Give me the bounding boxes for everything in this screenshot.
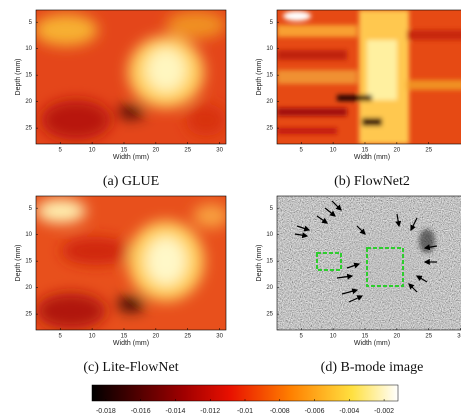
panel: 5 10 15 20 25 30 5 10 15 20 25 Width (mm) Depth (mm)… [15, 10, 226, 189]
y-tick-label: 25 [25, 312, 32, 318]
colorbar [92, 385, 398, 401]
y-tick-label: 15 [266, 259, 273, 265]
x-tick-label: 25 [184, 148, 191, 154]
colorbar-tick-label: -0.002 [374, 408, 394, 415]
colorbar-tick-label: -0.006 [305, 408, 325, 415]
y-tick-label: 20 [266, 99, 273, 105]
x-tick-label: 5 [300, 148, 304, 154]
panel: 5 10 15 20 25 30 5 10 15 20 25 Width (mm) Depth (mm)… [15, 196, 229, 375]
y-tick-label: 10 [266, 232, 273, 238]
y-tick-label: 10 [25, 46, 32, 52]
x-tick-label: 20 [153, 148, 160, 154]
colorbar-tick-label: -0.012 [200, 408, 220, 415]
x-tick-label: 10 [330, 334, 337, 340]
y-tick-label: 5 [270, 20, 274, 26]
x-tick-label: 25 [184, 334, 191, 340]
x-axis-label: Width (mm) [113, 340, 149, 347]
y-tick-label: 25 [25, 126, 32, 132]
x-axis-label: Width (mm) [354, 340, 390, 347]
x-tick-label: 15 [362, 334, 369, 340]
colorbar-tick-label: -0.018 [96, 408, 116, 415]
heatmap [277, 10, 461, 144]
x-tick-label: 10 [89, 148, 96, 154]
y-tick-label: 15 [266, 73, 273, 79]
x-tick-label: 5 [300, 334, 304, 340]
heatmap [34, 10, 226, 144]
colorbar-tick-label: -0.004 [339, 408, 359, 415]
y-tick-label: 20 [266, 285, 273, 291]
x-tick-label: 20 [153, 334, 160, 340]
bmode-image [277, 196, 461, 330]
y-tick-label: 15 [25, 73, 32, 79]
y-tick-label: 5 [270, 206, 274, 212]
x-axis-label: Width (mm) [354, 154, 390, 161]
colorbar-tick-label: -0.014 [166, 408, 186, 415]
x-tick-label: 30 [216, 334, 223, 340]
caption: (c) Lite-FlowNet [83, 360, 178, 375]
heatmap [36, 196, 229, 330]
y-tick-label: 20 [25, 285, 32, 291]
x-tick-label: 25 [425, 148, 432, 154]
y-tick-label: 5 [29, 206, 33, 212]
y-axis-label: Depth (mm) [15, 59, 22, 96]
y-tick-label: 20 [25, 99, 32, 105]
y-tick-label: 10 [25, 232, 32, 238]
y-axis-label: Depth (mm) [15, 245, 22, 282]
y-tick-label: 5 [29, 20, 33, 26]
x-tick-label: 30 [457, 334, 461, 340]
x-tick-label: 10 [89, 334, 96, 340]
panel: 5 10 15 20 25 30 5 10 15 20 25 Width (mm) Depth (mm)… [256, 196, 461, 375]
colorbar-tick-label: -0.016 [131, 408, 151, 415]
y-tick-label: 10 [266, 46, 273, 52]
x-tick-label: 20 [394, 148, 401, 154]
x-tick-label: 10 [330, 148, 337, 154]
x-tick-label: 5 [59, 334, 63, 340]
y-tick-label: 25 [266, 126, 273, 132]
x-tick-label: 30 [216, 148, 223, 154]
caption: (a) GLUE [103, 174, 159, 189]
x-tick-label: 20 [394, 334, 401, 340]
page: {"panels": [ {"caption": "(a) GLUE", "xl… [0, 0, 461, 420]
x-tick-label: 5 [59, 148, 63, 154]
x-tick-label: 25 [425, 334, 432, 340]
x-tick-label: 15 [362, 148, 369, 154]
caption: (d) B-mode image [321, 360, 424, 375]
x-tick-label: 15 [121, 148, 128, 154]
panel: 5 10 15 20 25 5 10 15 20 25 Width (mm) Depth (mm) (b… [256, 10, 461, 189]
x-axis-label: Width (mm) [113, 154, 149, 161]
y-axis-label: Depth (mm) [256, 59, 263, 96]
colorbar-tick-label: -0.01 [237, 408, 253, 415]
y-tick-label: 15 [25, 259, 32, 265]
caption: (b) FlowNet2 [334, 174, 410, 189]
figure: 5 10 15 20 25 30 5 10 15 20 25 Width (mm) Depth (mm)… [0, 0, 461, 420]
x-tick-label: 15 [121, 334, 128, 340]
y-tick-label: 25 [266, 312, 273, 318]
y-axis-label: Depth (mm) [256, 245, 263, 282]
colorbar-tick-label: -0.008 [270, 408, 290, 415]
